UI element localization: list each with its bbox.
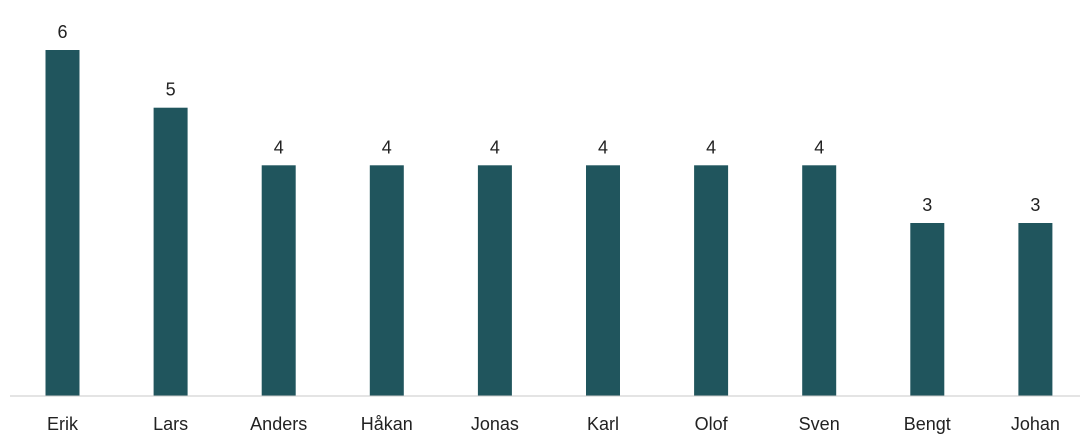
bar-jonas: [477, 165, 512, 396]
bar-karl: [586, 165, 620, 396]
bar-olof: [694, 165, 729, 396]
value-label-karl: 4: [598, 137, 608, 157]
value-label-olof: 4: [706, 137, 716, 157]
value-label-bengt: 3: [922, 195, 932, 215]
category-label-anders: Anders: [250, 414, 307, 434]
category-label-sven: Sven: [799, 414, 840, 434]
bar-sven: [802, 165, 837, 396]
category-label-bengt: Bengt: [904, 414, 951, 434]
value-label-erik: 6: [57, 22, 67, 42]
category-label-håkan: Håkan: [361, 414, 413, 434]
bar-håkan: [369, 165, 404, 396]
bar-lars: [153, 107, 188, 396]
category-label-lars: Lars: [153, 414, 188, 434]
category-label-johan: Johan: [1011, 414, 1060, 434]
value-label-anders: 4: [274, 137, 284, 157]
bar-anders: [261, 165, 296, 396]
value-labels-group: 6 5 4 4 4 4 4 4 3 3: [57, 22, 1040, 215]
value-label-håkan: 4: [382, 137, 392, 157]
value-label-lars: 5: [166, 80, 176, 100]
value-label-sven: 4: [814, 137, 824, 157]
category-labels-group: Erik Lars Anders Håkan Jonas Karl Olof Sven Beng…: [47, 414, 1060, 434]
category-label-jonas: Jonas: [471, 414, 519, 434]
category-label-olof: Olof: [695, 414, 729, 434]
value-label-johan: 3: [1030, 195, 1040, 215]
category-label-erik: Erik: [47, 414, 79, 434]
value-label-jonas: 4: [490, 137, 500, 157]
bar-johan: [1018, 223, 1053, 396]
bar-erik: [45, 50, 80, 396]
category-label-karl: Karl: [587, 414, 619, 434]
bar-bengt: [910, 223, 945, 396]
bars-group: [45, 50, 1053, 396]
